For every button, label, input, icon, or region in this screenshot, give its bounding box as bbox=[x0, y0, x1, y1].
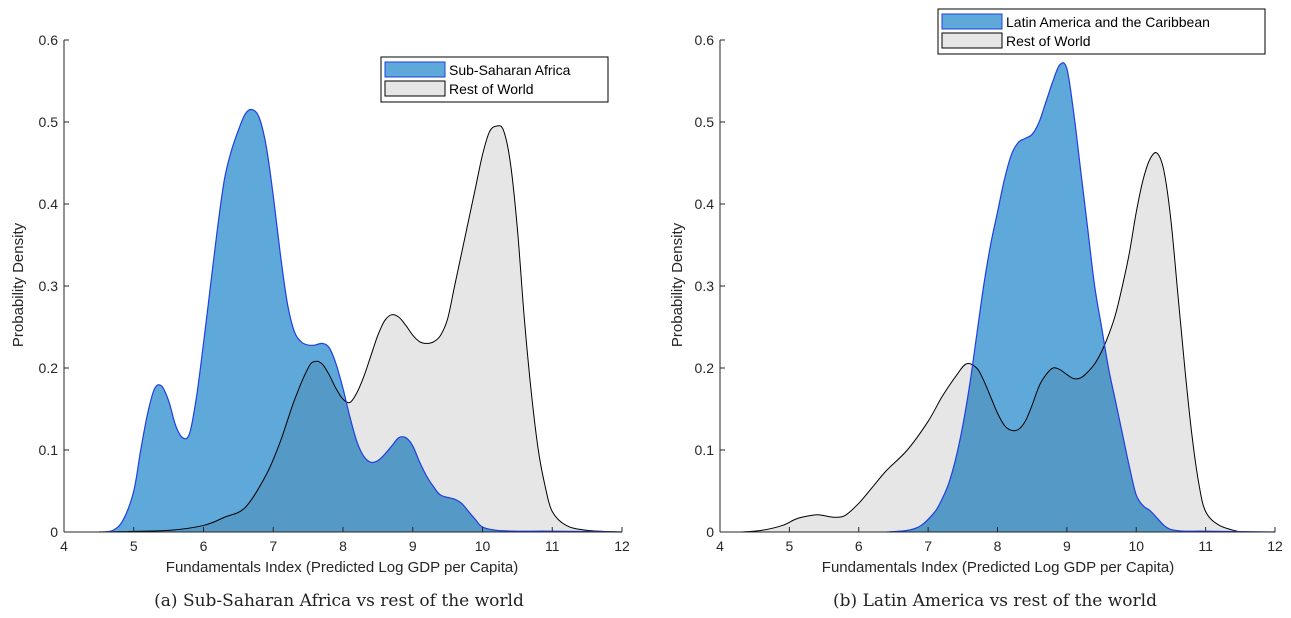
line-rest-a bbox=[98, 125, 623, 533]
legend-b: Latin America and the Caribbean Rest of … bbox=[937, 8, 1266, 55]
legend-a: Sub-Saharan Africa Rest of World bbox=[380, 56, 609, 103]
area-overlap-a bbox=[98, 361, 622, 532]
legend-swatch-region-a bbox=[384, 61, 446, 78]
line-region-b bbox=[886, 62, 1276, 533]
x-tick-label-b: 7 bbox=[924, 538, 932, 554]
x-tick-label-a: 10 bbox=[475, 538, 491, 554]
legend-label-rest-a: Rest of World bbox=[449, 81, 534, 97]
x-axis-label-b: Fundamentals Index (Predicted Log GDP pe… bbox=[822, 559, 1174, 576]
legend-label-region-b: Latin America and the Caribbean bbox=[1006, 14, 1210, 30]
x-tick-label-b: 10 bbox=[1128, 538, 1144, 554]
area-region-a bbox=[98, 109, 622, 532]
x-tick-label-b: 12 bbox=[1267, 538, 1283, 554]
caption-a: (a) Sub-Saharan Africa vs rest of the wo… bbox=[154, 591, 524, 611]
y-tick-label-b: 0.5 bbox=[695, 114, 715, 130]
x-tick-label-b: 5 bbox=[785, 538, 793, 554]
legend-label-rest-b: Rest of World bbox=[1006, 33, 1091, 49]
axes-a: 4 5 6 7 8 9 10 11 12 0 0.1 0.2 0.3 0.4 0.5 0.6 bbox=[39, 32, 630, 554]
legend-swatch-region-b bbox=[941, 13, 1003, 30]
line-region-a bbox=[98, 108, 623, 533]
x-tick-label-a: 4 bbox=[60, 538, 68, 554]
y-tick-label-a: 0.5 bbox=[39, 114, 59, 130]
y-tick-label-a: 0.2 bbox=[39, 360, 59, 376]
y-tick-label-b: 0.1 bbox=[695, 442, 715, 458]
x-tick-label-b: 9 bbox=[1063, 538, 1071, 554]
legend-swatch-rest-b bbox=[941, 32, 1003, 49]
x-tick-label-a: 8 bbox=[339, 538, 347, 554]
x-tick-label-a: 12 bbox=[614, 538, 630, 554]
y-tick-label-a: 0.1 bbox=[39, 442, 59, 458]
y-tick-label-b: 0.6 bbox=[695, 32, 715, 48]
legend-swatch-rest-a bbox=[384, 80, 446, 97]
y-tick-label-a: 0.4 bbox=[39, 196, 59, 212]
y-tick-label-b: 0.4 bbox=[695, 196, 715, 212]
y-tick-label-a: 0.6 bbox=[39, 32, 59, 48]
y-tick-label-b: 0 bbox=[706, 524, 714, 540]
x-tick-label-b: 6 bbox=[855, 538, 863, 554]
y-tick-label-a: 0.3 bbox=[39, 278, 59, 294]
area-overlap-b bbox=[886, 345, 1241, 532]
plot-area-b bbox=[740, 62, 1276, 533]
area-rest-a bbox=[98, 125, 622, 533]
y-axis-label-a: Probability Density bbox=[10, 222, 27, 347]
x-tick-label-b: 11 bbox=[1198, 538, 1213, 554]
panel-b: 4 5 6 7 8 9 10 11 12 0 0.1 0.2 0.3 0.4 0.5 0.6 Fundamen… bbox=[669, 8, 1283, 611]
x-tick-label-b: 4 bbox=[716, 538, 724, 554]
x-tick-label-a: 6 bbox=[200, 538, 208, 554]
x-axis-label-a: Fundamentals Index (Predicted Log GDP pe… bbox=[166, 559, 518, 576]
y-tick-label-b: 0.2 bbox=[695, 360, 715, 376]
x-tick-label-a: 5 bbox=[130, 538, 138, 554]
panel-a: 4 5 6 7 8 9 10 11 12 0 0.1 0.2 0.3 0.4 0.5 0.6 Fundamen… bbox=[10, 32, 630, 611]
axes-b: 4 5 6 7 8 9 10 11 12 0 0.1 0.2 0.3 0.4 0.5 0.6 bbox=[695, 32, 1283, 554]
legend-label-region-a: Sub-Saharan Africa bbox=[449, 62, 571, 78]
y-tick-label-a: 0 bbox=[50, 524, 58, 540]
x-tick-label-a: 9 bbox=[409, 538, 417, 554]
x-tick-label-b: 8 bbox=[994, 538, 1002, 554]
x-tick-label-a: 7 bbox=[269, 538, 277, 554]
x-tick-label-a: 11 bbox=[545, 538, 560, 554]
y-axis-label-b: Probability Density bbox=[669, 222, 686, 347]
plot-area-a bbox=[98, 108, 623, 533]
caption-b: (b) Latin America vs rest of the world bbox=[833, 591, 1157, 611]
line-rest-b bbox=[740, 152, 1241, 533]
y-tick-label-b: 0.3 bbox=[695, 278, 715, 294]
